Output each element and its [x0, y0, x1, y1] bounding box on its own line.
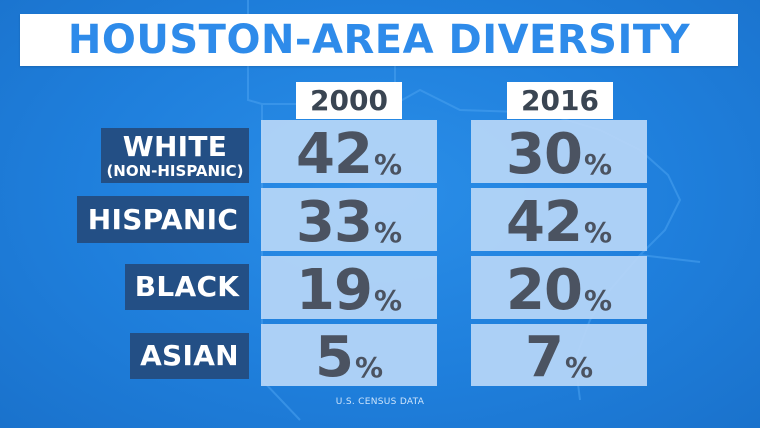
row-label-white: WHITE (NON-HISPANIC): [101, 128, 249, 183]
percent-sign: %: [583, 216, 612, 249]
percent-sign: %: [583, 148, 612, 181]
title-banner: HOUSTON-AREA DIVERSITY: [20, 14, 738, 66]
percent-sign: %: [354, 351, 384, 384]
year-header-2000: 2000: [296, 82, 402, 119]
source-credit: U.S. CENSUS DATA: [335, 397, 425, 407]
value-cell-hispanic-2016: 42%: [471, 188, 647, 251]
value-black-2016: 20: [506, 258, 583, 323]
value-hispanic-2016: 42: [506, 190, 583, 255]
value-cell-asian-2000: 5%: [261, 324, 437, 386]
row-label-black-text: BLACK: [134, 270, 240, 303]
value-asian-2000: 5: [314, 325, 354, 390]
value-hispanic-2000: 33: [296, 190, 373, 255]
value-cell-white-2000: 42%: [261, 120, 437, 183]
value-black-2000: 19: [296, 258, 373, 323]
value-cell-black-2000: 19%: [261, 256, 437, 319]
row-label-black: BLACK: [125, 264, 249, 310]
value-cell-hispanic-2000: 33%: [261, 188, 437, 251]
value-cell-black-2016: 20%: [471, 256, 647, 319]
row-label-asian: ASIAN: [130, 333, 249, 379]
row-label-hispanic: HISPANIC: [77, 196, 249, 243]
row-label-white-text: WHITE: [122, 129, 228, 163]
value-asian-2016: 7: [524, 325, 564, 390]
page-title: HOUSTON-AREA DIVERSITY: [67, 17, 691, 63]
percent-sign: %: [564, 351, 594, 384]
value-cell-white-2016: 30%: [471, 120, 647, 183]
row-label-white-subtext: (NON-HISPANIC): [106, 161, 244, 180]
value-cell-asian-2016: 7%: [471, 324, 647, 386]
percent-sign: %: [583, 284, 612, 317]
value-white-2000: 42: [296, 122, 373, 187]
percent-sign: %: [373, 284, 402, 317]
value-white-2016: 30: [506, 122, 583, 187]
percent-sign: %: [373, 216, 402, 249]
year-header-2016: 2016: [507, 82, 613, 119]
percent-sign: %: [373, 148, 402, 181]
row-label-asian-text: ASIAN: [140, 339, 239, 372]
row-label-hispanic-text: HISPANIC: [87, 202, 239, 236]
